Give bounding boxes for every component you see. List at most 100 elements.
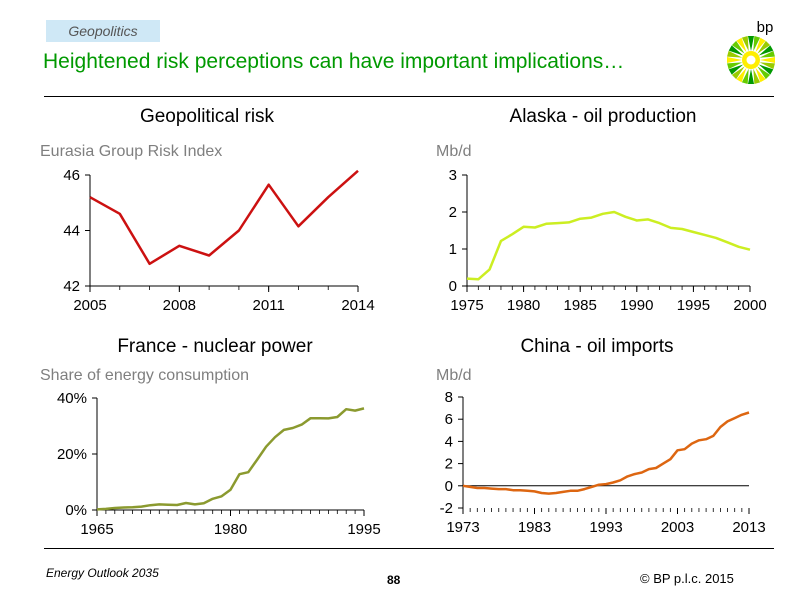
data-point	[545, 223, 547, 225]
data-point	[327, 196, 329, 198]
data-point	[96, 509, 98, 511]
chart-title-france-nuclear: France - nuclear power	[117, 336, 313, 357]
data-point	[569, 490, 571, 492]
data-point	[265, 446, 267, 448]
series-line	[462, 411, 750, 495]
data-point	[534, 491, 536, 493]
data-point	[655, 467, 657, 469]
y-tick-label: 6	[445, 411, 453, 428]
y-tick-label: 8	[445, 389, 453, 406]
data-point	[512, 489, 514, 491]
data-point	[310, 417, 312, 419]
data-point	[741, 414, 743, 416]
footer-report-name: Energy Outlook 2035	[46, 566, 159, 580]
chart-title-china-oil: China - oil imports	[520, 336, 674, 357]
series-line	[466, 210, 751, 281]
y-tick-label: 2	[449, 204, 457, 221]
data-point	[345, 408, 347, 410]
data-point	[734, 417, 736, 419]
x-tick-label: 1973	[446, 519, 479, 536]
data-point	[548, 493, 550, 495]
data-point	[123, 507, 125, 509]
data-point	[712, 435, 714, 437]
data-point	[167, 504, 169, 506]
data-point	[268, 184, 270, 186]
x-tick-label: 1990	[620, 297, 653, 314]
section-tag: Geopolitics	[46, 20, 160, 42]
y-tick-label: 0%	[65, 502, 87, 519]
x-tick-label: 2011	[253, 297, 285, 314]
data-point	[298, 226, 300, 228]
data-point	[119, 213, 121, 215]
bp-logo-icon: bp	[727, 19, 775, 84]
data-point	[727, 421, 729, 423]
data-point	[239, 473, 241, 475]
data-point	[477, 487, 479, 489]
x-tick-label: 1995	[347, 521, 380, 538]
data-point	[748, 412, 750, 414]
data-point	[500, 240, 502, 242]
data-point	[613, 211, 615, 213]
top-divider	[44, 96, 774, 97]
footer-copyright: © BP p.l.c. 2015	[640, 571, 734, 586]
data-point	[208, 255, 210, 257]
data-point	[511, 233, 513, 235]
chart-geopolitical-risk: 42 44 46 2005 2008 2011 2014	[63, 167, 374, 314]
bottom-divider	[44, 548, 774, 549]
data-point	[555, 492, 557, 494]
data-point	[354, 410, 356, 412]
footer-page-number: 88	[387, 573, 401, 587]
data-point	[256, 459, 258, 461]
bp-helios-icon	[727, 36, 775, 84]
data-point	[292, 427, 294, 429]
data-point	[662, 463, 664, 465]
data-point	[704, 234, 706, 236]
x-tick-label: 1985	[564, 297, 597, 314]
data-point	[568, 222, 570, 224]
data-point	[684, 448, 686, 450]
data-point	[491, 488, 493, 490]
data-point	[677, 449, 679, 451]
y-tick-label: 0	[445, 478, 453, 495]
data-point	[274, 436, 276, 438]
data-point	[715, 237, 717, 239]
x-tick-label: 2013	[732, 519, 765, 536]
data-point	[484, 487, 486, 489]
data-point	[670, 227, 672, 229]
data-point	[698, 439, 700, 441]
data-point	[489, 269, 491, 271]
data-point	[579, 218, 581, 220]
chart-title-alaska-oil: Alaska - oil production	[509, 106, 697, 127]
data-point	[641, 472, 643, 474]
chart-alaska-oil-production: 0 1 2 3 1975 1980 1985 1990 1995 2000	[449, 167, 767, 314]
x-tick-label: 1980	[507, 297, 540, 314]
chart-china-oil-imports: -2 0 2 4 6 8 1973 1983 1993 2003 2013	[440, 389, 766, 536]
x-tick-label: 2003	[661, 519, 694, 536]
y-tick-label: 3	[449, 167, 457, 184]
data-point	[605, 483, 607, 485]
data-point	[534, 227, 536, 229]
data-point	[114, 507, 116, 509]
ylabel-france-nuclear: Share of energy consumption	[40, 367, 250, 384]
data-point	[625, 216, 627, 218]
data-point	[577, 490, 579, 492]
data-point	[89, 196, 91, 198]
data-point	[149, 263, 151, 265]
data-point	[693, 231, 695, 233]
y-tick-label: 42	[63, 278, 80, 295]
data-point	[659, 222, 661, 224]
data-point	[562, 491, 564, 493]
data-point	[132, 506, 134, 508]
data-point	[634, 473, 636, 475]
bp-logo-text: bp	[757, 19, 774, 36]
data-point	[357, 170, 359, 172]
data-point	[636, 220, 638, 222]
data-point	[159, 504, 161, 506]
data-point	[705, 438, 707, 440]
data-point	[221, 495, 223, 497]
data-point	[620, 479, 622, 481]
data-point	[627, 476, 629, 478]
x-tick-label: 1980	[214, 521, 247, 538]
x-tick-label: 1993	[589, 519, 622, 536]
